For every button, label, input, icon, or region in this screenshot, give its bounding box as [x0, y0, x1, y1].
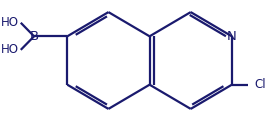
Text: Cl: Cl — [255, 78, 266, 91]
Text: HO: HO — [0, 16, 18, 29]
Text: N: N — [227, 30, 237, 43]
Text: HO: HO — [0, 43, 18, 56]
Text: B: B — [29, 30, 39, 43]
